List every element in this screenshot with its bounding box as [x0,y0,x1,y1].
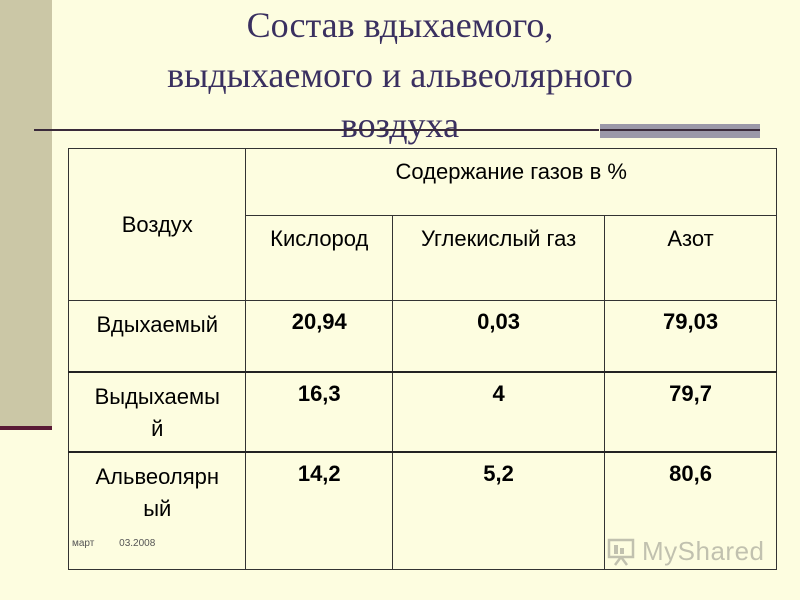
decorative-side-line [0,426,52,430]
row-label-exhaled: Выдыхаемы й [67,371,247,453]
header-carbon-dioxide: Углекислый газ [392,215,606,301]
title-underline-accent [600,124,760,138]
cell-value: 20,94 [245,300,394,373]
row-label-line: Альвеолярн [95,464,220,489]
cell-value: 14,2 [245,451,394,570]
decorative-side-bar [0,0,52,428]
cell-value: 5,2 [392,451,606,570]
gas-composition-table: Воздух Содержание газов в % Кислород Угл… [67,148,777,570]
footer-date: 03.2008 [119,538,156,549]
table-header-row: Воздух Содержание газов в % [67,148,777,301]
header-air: Воздух [67,148,247,301]
row-label-line: ый [143,496,172,521]
cell-value: 4 [392,371,606,453]
title-line-3: воздуха [340,105,460,145]
slide-footer: март 03.2008 [72,538,177,549]
watermark: MyShared [606,536,765,567]
slide-title: Состав вдыхаемого, выдыхаемого и альвеол… [60,0,740,150]
row-label-inhaled: Вдыхаемый [67,300,247,373]
row-label-line: Выдыхаемы [94,384,220,409]
watermark-text: MyShared [642,536,765,566]
table-row: Выдыхаемы й 16,3 4 79,7 [67,371,777,453]
presentation-board-icon [606,537,636,567]
table-row: Альвеолярн ый 14,2 5,2 80,6 [67,451,777,570]
row-label-line: й [151,416,164,441]
footer-month: март [72,538,95,549]
cell-value: 80,6 [604,451,777,570]
cell-value: 16,3 [245,371,394,453]
row-label-alveolar: Альвеолярн ый [67,451,247,570]
header-nitrogen: Азот [604,215,777,301]
title-line-2: выдыхаемого и альвеолярного [167,55,633,95]
header-oxygen: Кислород [245,215,394,301]
title-line-1: Состав вдыхаемого, [246,5,554,45]
table-subheader-row: Кислород Углекислый газ Азот [69,215,777,301]
cell-value: 79,03 [604,300,777,373]
title-underline [34,129,599,131]
header-gas-content: Содержание газов в % [245,148,777,216]
cell-value: 0,03 [392,300,606,373]
cell-value: 79,7 [604,371,777,453]
table-row: Вдыхаемый 20,94 0,03 79,03 [67,300,777,373]
